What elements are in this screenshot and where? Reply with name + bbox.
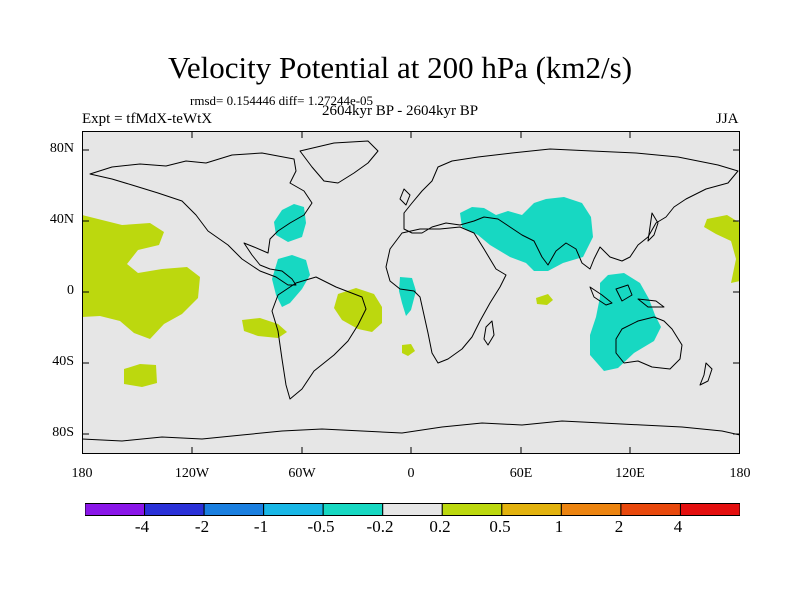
color-bar-swatch [85,503,146,516]
period-label: 2604kyr BP - 2604kyr BP [322,103,479,119]
y-tick-label: 80S [52,425,74,440]
color-bar-label: 4 [673,517,683,536]
central-africa-positive-region [402,344,415,356]
color-bar-label: 1 [554,517,564,536]
x-tick-label: 180 [71,466,93,481]
greenland-outline [299,140,379,184]
central-america-negative-region [272,255,310,307]
color-bar-swatch [560,503,622,516]
color-bar-label: -0.5 [307,517,335,536]
new-zealand-outline [699,362,713,386]
color-bar-label: -0.2 [366,517,394,536]
x-tick-label: 180 [729,466,751,481]
y-tick-label: 40N [49,212,74,227]
antarctica-outline [82,420,740,442]
color-bar [85,503,740,516]
asia-negative-region [460,197,593,271]
negative-anomaly-regions [272,197,661,371]
uk-outline [399,188,411,206]
pacific-east-positive-region [82,215,200,339]
color-bar-label: 0.2 [429,517,451,536]
color-bar-swatch [263,503,324,516]
color-bar-label: 0.5 [489,517,511,536]
color-bar-swatch [501,503,562,516]
south-atlantic-positive-region [334,288,382,332]
x-tick-label: 60E [509,466,533,481]
south-america-positive-region [242,318,287,338]
indonesia-outline [589,284,665,308]
y-tick-label: 80N [49,141,74,156]
season-label: JJA [716,111,739,127]
x-tick-label: 120E [615,466,645,481]
color-bar-swatch [322,503,384,516]
color-bar-label: -4 [134,517,150,536]
maritime-continent-negative-region [590,273,661,371]
north-america-outline [89,152,313,286]
tick-marks [82,131,740,454]
madagascar-outline [483,320,495,346]
japan-outline [647,212,659,242]
color-bar-swatch [620,503,681,516]
positive-anomaly-regions [82,215,740,387]
color-bar-swatch [203,503,265,516]
pacific-west-positive-region [704,215,740,283]
south-pacific-positive-region [124,364,157,387]
x-tick-label: 120W [174,466,210,481]
coastlines [82,140,740,442]
map-title: Velocity Potential at 200 hPa (km2/s) [167,50,633,85]
south-america-outline [271,276,367,400]
color-bar-label: 2 [614,517,624,536]
color-bar-label: -1 [253,517,269,536]
eurasia-outline [403,148,739,270]
y-tick-label: 0 [67,283,74,298]
africa-outline [385,226,507,364]
color-bar-label: -2 [194,517,210,536]
rmsd-diff-stats: rmsd= 0.154446 diff= 1.27244e-05 [190,93,374,108]
experiment-label: Expt = tfMdX-teWtX [82,111,213,127]
indian-ocean-positive-region [536,294,553,305]
color-bar-swatch [382,503,443,516]
west-africa-negative-region [399,277,416,316]
color-bar-swatch [441,503,503,516]
color-bar-swatch [144,503,205,516]
y-tick-label: 40S [52,354,74,369]
color-bar-swatch [679,503,740,516]
x-tick-label: 0 [407,466,415,481]
australia-outline [615,316,683,370]
map-plot [82,131,740,454]
x-tick-label: 60W [288,466,316,481]
